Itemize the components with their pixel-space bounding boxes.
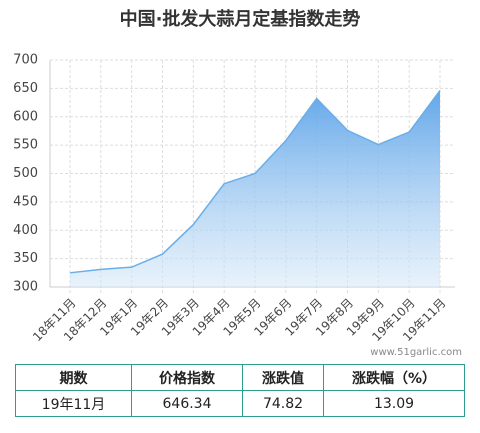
cell: 19年11月 [15, 390, 132, 417]
cell: 646.34 [131, 390, 243, 417]
header-cell: 涨跌幅（%） [323, 364, 465, 391]
y-tick-label: 700 [13, 53, 38, 68]
y-tick-label: 600 [13, 109, 38, 124]
chart: 中国·批发大蒜月定基指数走势 www.51garlic.com 300 350 40… [13, 8, 462, 358]
y-tick-label: 400 [13, 223, 38, 238]
header-cell: 期数 [15, 364, 132, 391]
summary-table: 期数 价格指数 涨跌值 涨跌幅（%） 19年11月 646.34 74.82 1… [15, 364, 465, 417]
watermark: www.51garlic.com [370, 347, 462, 358]
header-row: 期数 价格指数 涨跌值 涨跌幅（%） [15, 364, 465, 391]
line [69, 90, 441, 274]
header-cell: 价格指数 [131, 364, 243, 391]
data-row: 19年11月 646.34 74.82 13.09 [15, 390, 465, 417]
y-tick-label: 450 [13, 194, 38, 209]
y-tick-label: 350 [13, 251, 38, 266]
header-cell: 涨跌值 [242, 364, 324, 391]
cell: 74.82 [242, 390, 324, 417]
chart-title: 中国·批发大蒜月定基指数走势 [120, 8, 361, 30]
cell: 13.09 [323, 390, 465, 417]
y-tick-label: 550 [13, 138, 38, 153]
y-tick-label: 300 [13, 280, 38, 295]
y-tick-label: 650 [13, 81, 38, 96]
y-tick-label: 500 [13, 166, 38, 181]
area [70, 90, 440, 287]
